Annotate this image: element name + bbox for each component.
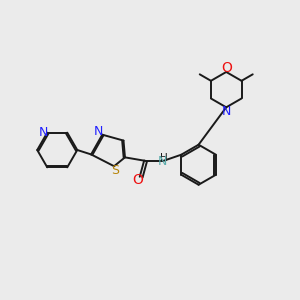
Text: H: H xyxy=(160,153,168,163)
Text: S: S xyxy=(111,164,119,177)
Text: N: N xyxy=(158,155,167,168)
Text: N: N xyxy=(94,125,104,138)
Text: O: O xyxy=(221,61,232,75)
Text: N: N xyxy=(39,126,48,139)
Text: N: N xyxy=(221,105,231,118)
Text: O: O xyxy=(132,173,143,187)
